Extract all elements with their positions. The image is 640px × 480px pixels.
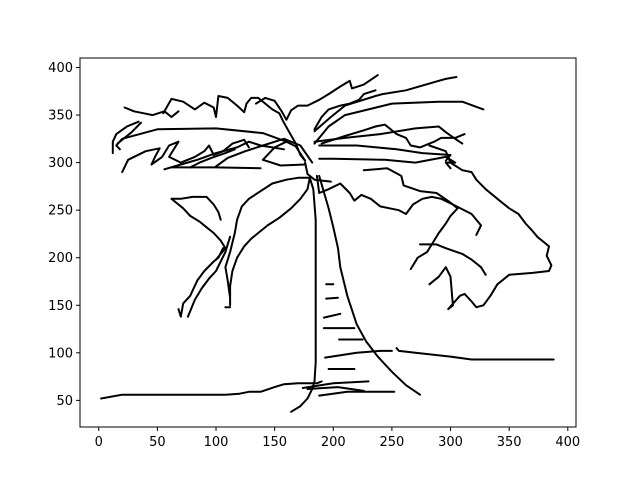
series-line-42 [170, 195, 227, 261]
axes-frame [79, 57, 577, 428]
x-tick-label: 300 [438, 435, 463, 450]
series-line-12 [322, 312, 342, 319]
series-line-41 [224, 176, 311, 307]
x-tick-label: 50 [149, 435, 166, 450]
x-tick-label: 400 [555, 435, 580, 450]
series-line-1 [100, 380, 323, 400]
series-line-17 [170, 166, 262, 170]
series-line-5 [290, 176, 317, 413]
y-tick-label: 100 [48, 346, 73, 361]
series-line-39 [362, 167, 459, 271]
x-axis: 0 50 100 150 200 250 300 350 400 [95, 427, 580, 450]
y-tick-label: 400 [48, 61, 73, 76]
series-line-16 [261, 158, 307, 167]
x-tick-label: 200 [321, 435, 346, 450]
series-line-35 [318, 155, 457, 170]
series-line-36 [304, 161, 332, 183]
series-line-4 [318, 390, 396, 397]
series-line-3 [306, 386, 365, 392]
y-axis: 50 100 150 200 250 300 350 400 [48, 61, 80, 409]
x-tick-label: 150 [262, 435, 287, 450]
y-tick-label: 350 [48, 109, 73, 124]
y-tick-label: 200 [48, 251, 73, 266]
series-line-27 [162, 95, 307, 162]
series-line-21 [116, 121, 142, 145]
series-line-7 [324, 349, 393, 359]
series-line-13 [325, 296, 339, 300]
series-line-33 [320, 123, 466, 149]
series-line-20 [115, 127, 288, 151]
x-tick-label: 350 [497, 435, 522, 450]
y-tick-label: 150 [48, 299, 73, 314]
y-tick-label: 300 [48, 156, 73, 171]
series-line-23 [123, 106, 180, 118]
series-line-43 [186, 235, 232, 318]
series-line-28 [254, 74, 379, 121]
series-line-30 [313, 76, 458, 133]
series-line-25 [163, 140, 285, 171]
y-tick-label: 50 [56, 394, 73, 409]
plot-background [80, 58, 576, 427]
series-line-22 [111, 120, 140, 155]
series-line-34 [318, 144, 452, 162]
series-line-8 [395, 347, 555, 361]
y-tick-label: 250 [48, 204, 73, 219]
series-line-26 [189, 148, 236, 169]
x-tick-label: 100 [204, 435, 229, 450]
series-line-44 [177, 247, 225, 318]
series-line-40 [419, 243, 487, 276]
series-layer [100, 74, 555, 413]
x-tick-label: 0 [95, 435, 103, 450]
series-line-31 [313, 100, 485, 145]
series-line-6 [318, 174, 421, 396]
x-tick-label: 250 [379, 435, 404, 450]
series-line-38 [428, 144, 553, 311]
